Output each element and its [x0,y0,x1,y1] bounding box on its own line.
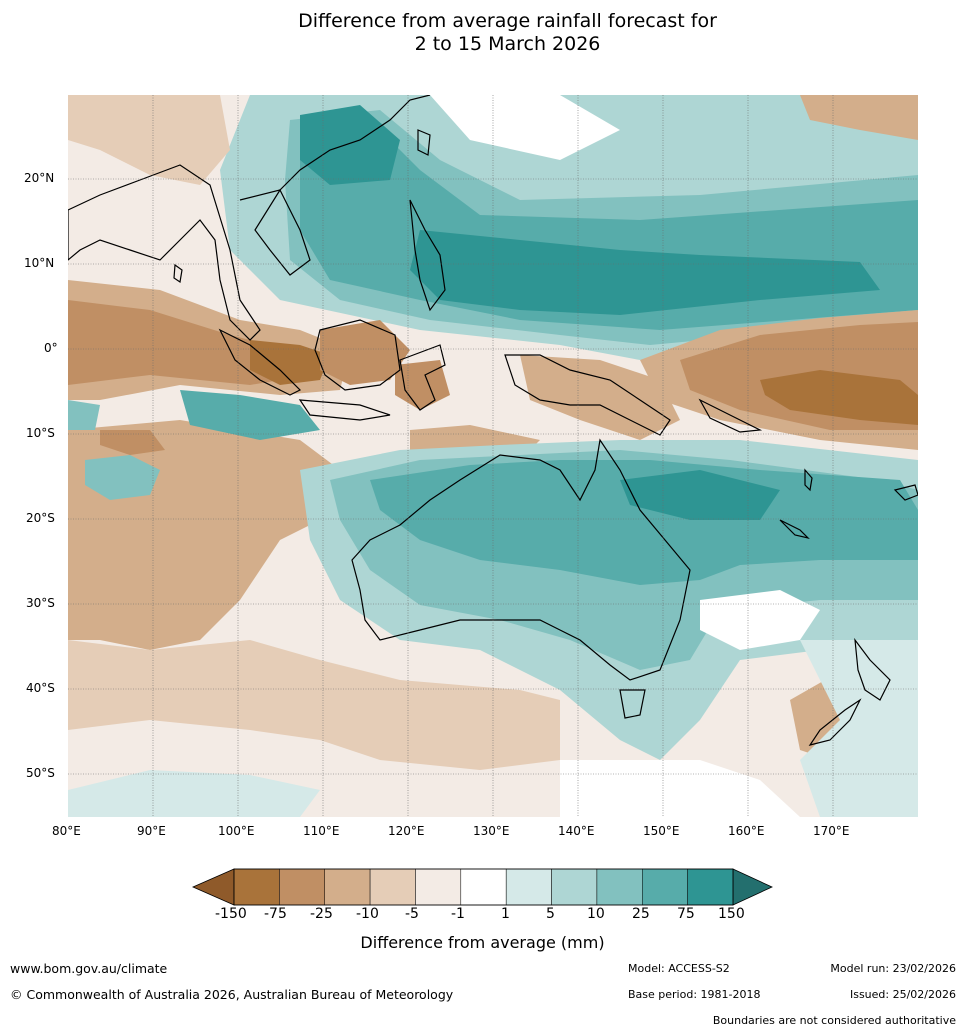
zone-new-guinea-brown [520,355,680,440]
coastline-asia [68,164,261,341]
coastlines [68,95,918,746]
coastline-fiji [893,484,918,501]
lon-label-160e: 160°E [728,824,765,838]
coastline-borneo [314,319,401,391]
lat-label-30s: 30°S [26,596,55,610]
footer-model-run: Model run: 23/02/2026 [830,962,956,975]
coastline-taiwan [417,129,431,156]
zone-west-pacific-white [430,95,620,160]
zone-borneo-brown [320,320,410,385]
lon-label-100e: 100°E [218,824,255,838]
coastline-nz-south [808,698,862,746]
footer-disclaimer: Boundaries are not considered authoritat… [712,1014,956,1027]
zone-asia-north-brown [68,95,230,185]
cb-tick-label: 25 [632,906,650,922]
zone-indian-ocean-light-brown-spot [100,430,165,455]
colorbar-segment [687,868,734,906]
coastline-new-guinea [504,354,671,436]
colorbar-segment [551,868,598,906]
cb-tick-label: -25 [310,906,333,922]
cb-tick-label: 150 [718,906,745,922]
cb-tick-label: 1 [501,906,510,922]
coastline-nz-north [854,637,891,701]
footer-model: Model: ACCESS-S2 [628,962,730,975]
colorbar-under-triangle [192,868,235,906]
colorbar [192,868,773,906]
lon-label-90e: 90°E [137,824,166,838]
zone-equatorial-indian-dark-brown [68,300,310,385]
lat-label-50s: 50°S [26,766,55,780]
lon-label-120e: 120°E [388,824,425,838]
colorbar-segment [460,868,507,906]
colorbar-segment [233,868,280,906]
lat-label-20n: 20°N [24,171,55,185]
colorbar-segment [596,868,643,906]
title-line-2: 2 to 15 March 2026 [414,33,601,55]
coastline-philippines [409,199,446,312]
lat-label-10s: 10°S [26,426,55,440]
zone-sumatra-brown [250,340,330,385]
footer-base-period: Base period: 1981-2018 [628,988,761,1001]
footer-url: www.bom.gov.au/climate [10,961,168,976]
zone-indian-ocean-teal-spot [85,455,160,500]
footer-copyright: © Commonwealth of Australia 2026, Austra… [10,987,454,1002]
lon-label-170e: 170°E [813,824,850,838]
coastline-australia [351,438,691,681]
lat-label-20s: 20°S [26,511,55,525]
coastline-new-caledonia [779,519,810,540]
lon-label-130e: 130°E [473,824,510,838]
lon-label-150e: 150°E [643,824,680,838]
coastline-sulawesi [399,344,446,411]
cb-tick-label: 75 [677,906,695,922]
colorbar-segment [642,868,688,906]
cb-tick-label: -1 [451,906,465,922]
zone-indian-teal-band [180,390,320,440]
coastline-sumatra [218,328,302,396]
zone-philippine-sea-dark-teal [410,230,880,315]
footer-issued: Issued: 25/02/2026 [849,988,956,1001]
coastline-sri-lanka [173,263,183,284]
zone-equatorial-pacific-dark-brown [760,370,918,425]
lat-label-10n: 10°N [24,256,55,270]
lat-label-40s: 40°S [26,681,55,695]
colorbar-segment [279,868,325,906]
colorbar-segment [369,868,416,906]
colorbar-segment [415,868,462,906]
coastline-china [239,95,431,201]
lat-label-equator: 0° [44,341,58,355]
coastline-vanuatu [804,468,813,492]
coastline-tasmania [619,689,646,719]
zone-tasman-white [700,590,820,650]
zone-north-east-pacific-brown [800,95,918,140]
lon-label-140e: 140°E [558,824,595,838]
cb-tick-label: -10 [356,906,379,922]
zone-australia-mid-teal [370,460,918,585]
coastline-java [298,399,391,421]
gridlines [68,95,918,817]
zone-sulawesi-brown [395,360,450,410]
colorbar-label: Difference from average (mm) [360,933,605,952]
cb-tick-label: -75 [264,906,287,922]
zone-southern-ocean-white [560,760,800,817]
map-title: Difference from average rainfall forecas… [0,10,965,56]
colorbar-segment [505,868,552,906]
zone-coral-sea-teal [620,470,780,520]
zone-indian-light-teal-west [68,400,100,430]
colorbar-over-triangle [732,868,773,906]
cb-tick-label: 10 [587,906,605,922]
lon-label-110e: 110°E [303,824,340,838]
title-line-1: Difference from average rainfall forecas… [298,10,717,32]
coastline-solomons [698,398,763,433]
cb-tick-label: 5 [546,906,555,922]
cb-tick-label: -5 [405,906,419,922]
zone-china-coast-teal [300,105,400,185]
coastline-indochina [254,188,311,276]
lon-label-80e: 80°E [52,824,81,838]
cb-tick-label: -150 [215,906,247,922]
colorbar-segment [324,868,371,906]
zone-south-indian-light-brown [68,640,560,770]
zone-southern-ocean-light-teal [68,770,320,817]
